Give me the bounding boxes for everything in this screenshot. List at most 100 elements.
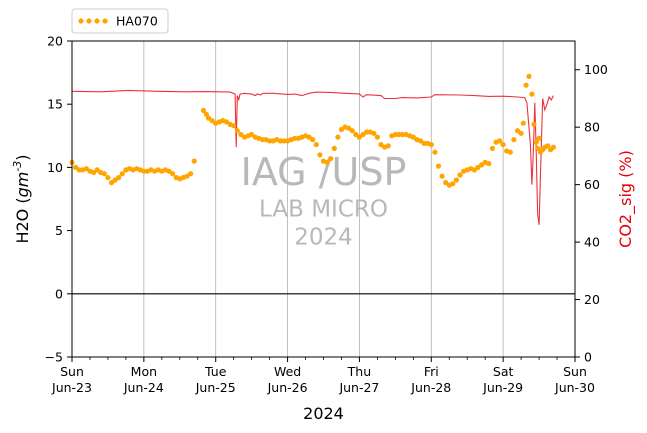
h2o-point: [489, 145, 495, 151]
h2o-point: [119, 171, 125, 177]
h2o-point: [116, 174, 122, 181]
h2o-point: [531, 121, 537, 127]
h2o-point: [526, 73, 532, 79]
h2o-point: [497, 138, 503, 144]
legend-dot: [78, 18, 84, 24]
h2o-point: [188, 171, 194, 177]
h2o-point: [317, 152, 323, 158]
co2-series-line: [71, 89, 554, 225]
legend: HA070: [71, 8, 169, 34]
x-tick-label-date: Jun-27: [338, 380, 379, 395]
h2o-point: [385, 143, 391, 149]
y-left-tick-label: 0: [55, 286, 63, 301]
h2o-point: [364, 129, 370, 135]
x-tick-label-day: Wed: [274, 364, 301, 379]
x-tick-label-day: Sat: [493, 364, 514, 379]
h2o-point: [231, 123, 237, 129]
h2o-point: [520, 120, 526, 126]
h2o-point: [435, 163, 442, 169]
h2o-point: [101, 171, 107, 177]
h2o-point: [191, 158, 197, 164]
legend-label-ha070: HA070: [116, 14, 158, 29]
y-right-tick-label: 100: [584, 62, 608, 77]
watermark: IAG /USP LAB MICRO 2024: [241, 150, 407, 250]
legend-dot: [86, 18, 92, 24]
h2o-point: [374, 134, 380, 140]
h2o-point: [399, 131, 406, 138]
h2o-point: [479, 162, 485, 168]
h2o-point: [331, 145, 337, 151]
h2o-point: [529, 91, 535, 97]
x-tick-label-day: Tue: [204, 364, 227, 379]
h2o-point: [500, 142, 506, 148]
h2o-point: [514, 128, 521, 134]
h2o-point: [545, 143, 551, 149]
h2o-point: [170, 171, 176, 177]
h2o-point: [507, 149, 513, 155]
h2o-point: [292, 135, 298, 141]
h2o-point: [105, 174, 111, 181]
h2o-point: [249, 131, 255, 138]
x-tick-label-date: Jun-26: [267, 380, 308, 395]
h2o-point: [328, 156, 334, 162]
y-right-tick-label: 80: [584, 120, 600, 135]
x-tick-label-date: Jun-30: [554, 380, 595, 395]
y-left-axis-ticks: −5 0 5 10 15 20: [45, 34, 72, 365]
h2o-point: [200, 107, 207, 114]
y-left-tick-label: 5: [55, 223, 63, 238]
h2o-point: [234, 128, 240, 134]
h2o-point: [310, 137, 316, 143]
x-tick-label-day: Sun: [60, 364, 84, 379]
y-left-axis-label: H2O (gm-3): [11, 154, 32, 243]
legend-marker-ha070: [78, 18, 108, 24]
x-tick-label-date: Jun-28: [410, 380, 451, 395]
h2o-point: [313, 142, 319, 148]
y-right-tick-label: 40: [584, 235, 600, 250]
x-axis-ticks: SunJun-23MonJun-24TueJun-25WedJun-26ThuJ…: [51, 357, 595, 395]
h2o-point: [439, 173, 445, 179]
h2o-point: [523, 82, 529, 88]
h2o-point: [550, 144, 557, 150]
legend-box: [71, 8, 169, 34]
y-left-tick-label: 15: [47, 97, 63, 112]
x-tick-label-date: Jun-23: [51, 380, 92, 395]
x-tick-label-date: Jun-25: [195, 380, 236, 395]
x-tick-label-day: Thu: [347, 364, 371, 379]
h2o-point: [238, 131, 244, 138]
y-right-axis-ticks: 0 20 40 60 80 100: [575, 62, 608, 365]
h2o-point: [349, 128, 355, 134]
y-right-axis-label: CO2_sig (%): [616, 150, 636, 248]
x-tick-label-date: Jun-29: [482, 380, 523, 395]
h2o-point: [486, 161, 492, 167]
h2o-point: [209, 118, 215, 124]
h2o-point: [356, 134, 362, 140]
h2o-point: [536, 135, 542, 141]
h2o-point: [421, 140, 427, 146]
legend-dot: [94, 18, 100, 24]
co2-series-group: [71, 89, 554, 225]
h2o-point: [533, 139, 539, 145]
y-left-tick-label: 20: [47, 34, 63, 49]
h2o-point: [535, 145, 541, 151]
h2o-point: [450, 181, 456, 187]
h2o-point: [396, 131, 402, 138]
h2o-point: [518, 130, 524, 136]
h2o-point: [76, 167, 82, 173]
h2o-point: [324, 159, 330, 165]
h2o-point: [511, 137, 517, 143]
y-right-tick-label: 0: [584, 350, 592, 365]
h2o-point: [378, 142, 384, 148]
h2o-point: [281, 138, 287, 144]
x-tick-label-day: Fri: [424, 364, 439, 379]
h2o-point: [453, 177, 459, 183]
watermark-line-2: LAB MICRO: [259, 197, 388, 223]
h2o-point: [428, 142, 434, 148]
x-tick-label-date: Jun-24: [123, 380, 164, 395]
h2o-point: [371, 130, 377, 136]
y-right-tick-label: 20: [584, 292, 600, 307]
y-left-tick-label: −5: [45, 350, 63, 365]
h2o-point: [335, 134, 341, 140]
h2o-point: [91, 169, 97, 176]
h2o-point: [457, 172, 463, 178]
